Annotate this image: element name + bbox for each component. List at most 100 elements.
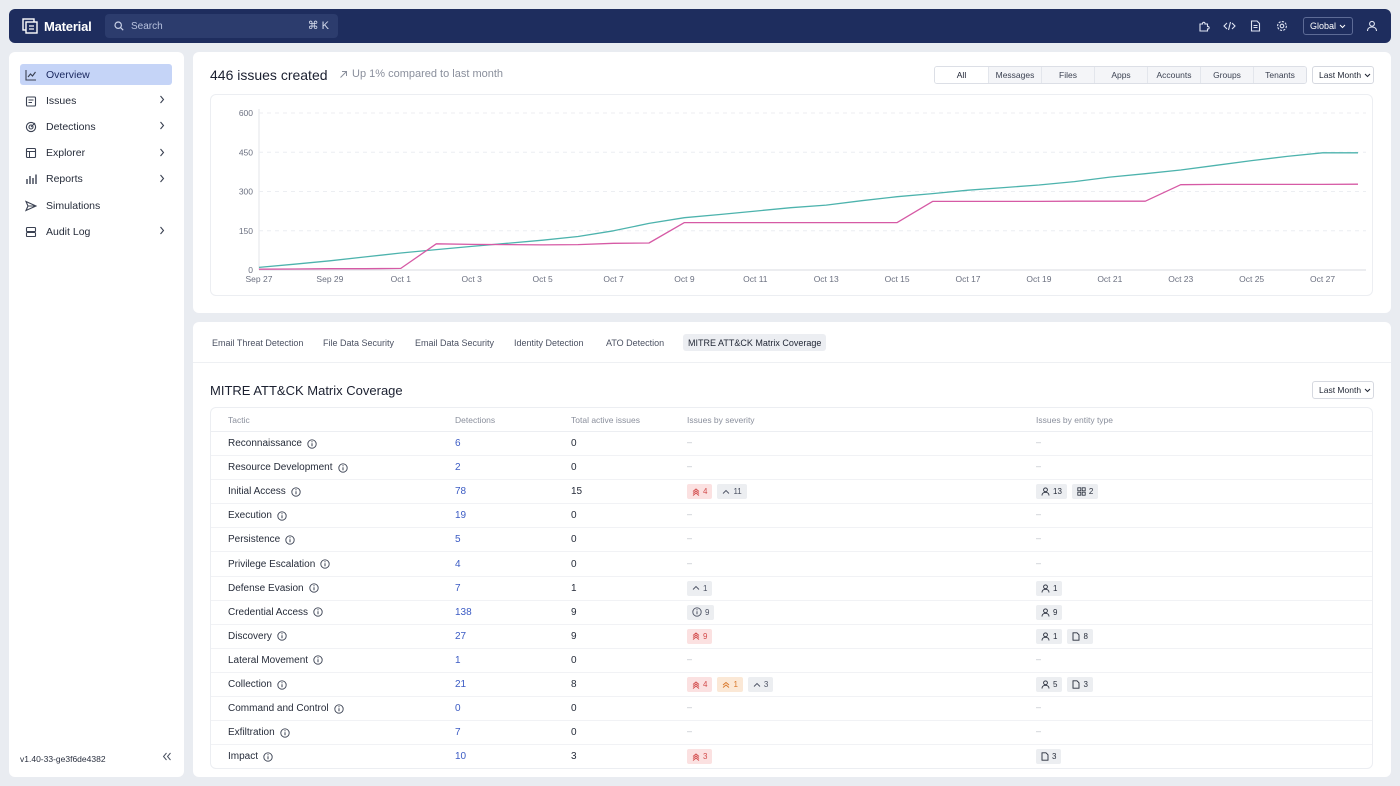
severity-high-icon [692,680,700,689]
empty-value: – [1036,653,1042,664]
matrix-range-select[interactable]: Last Month [1312,381,1374,399]
filter-tenants[interactable]: Tenants [1253,67,1306,83]
tab-ato-detection[interactable]: ATO Detection [606,337,665,348]
detections-link[interactable]: 4 [455,558,461,570]
detections-link[interactable]: 5 [455,534,461,546]
severity-badge-low[interactable]: 1 [687,580,713,596]
detections-link[interactable]: 10 [455,751,467,763]
scope-select[interactable]: Global [1302,17,1353,35]
info-icon[interactable] [333,703,344,714]
info-icon[interactable] [277,679,287,690]
detections-link[interactable]: 78 [455,486,467,498]
info-icon[interactable] [280,728,290,738]
detections-link[interactable]: 19 [455,510,467,522]
filter-accounts[interactable]: Accounts [1147,67,1200,83]
active-issues-count: 9 [571,630,577,642]
entity-badge-file[interactable]: 3 [1067,677,1093,692]
detections-link[interactable]: 27 [455,630,467,642]
severity-badges: 4 11 [687,484,747,500]
entity-badge-user[interactable]: 13 [1036,484,1067,500]
tab-email-threat-detection[interactable]: Email Threat Detection [212,337,304,348]
info-icon [692,607,702,617]
severity-badge-high[interactable]: 4 [687,677,713,692]
info-icon[interactable] [308,583,319,593]
info-icon[interactable] [307,438,317,449]
detections-link[interactable]: 7 [455,727,461,739]
user-icon[interactable] [1359,13,1385,39]
severity-count: 1 [733,680,738,689]
info-icon[interactable] [291,487,301,497]
filter-all[interactable]: All [935,67,988,83]
info-icon[interactable] [337,462,348,473]
severity-badge-low[interactable]: 11 [717,484,747,500]
active-issues-count: 3 [571,751,577,763]
tactic-name: Privilege Escalation [228,558,316,570]
severity-badge-low[interactable]: 3 [747,677,774,692]
severity-badge-high[interactable]: 9 [687,628,713,644]
info-icon[interactable] [277,631,287,641]
document-icon[interactable] [1243,13,1269,39]
tab-identity-detection[interactable]: Identity Detection [514,337,584,348]
summary-range-select[interactable]: Last Month [1312,66,1374,84]
empty-value: – [687,702,693,713]
detections-link[interactable]: 7 [455,582,461,594]
filter-messages[interactable]: Messages [988,67,1041,83]
tab-mitre-att-ck-matrix-coverage[interactable]: MITRE ATT&CK Matrix Coverage [683,334,827,351]
entity-badge-user[interactable]: 1 [1036,628,1063,644]
entity-badge-user[interactable]: 9 [1036,604,1063,620]
tactic-name: Persistence [228,534,281,546]
puzzle-icon[interactable] [1191,13,1217,39]
collapse-sidebar-icon[interactable] [162,752,172,764]
brand-logo[interactable]: Material [22,17,92,35]
sidebar-item-detections[interactable]: Detections [20,116,172,137]
severity-badge-info[interactable]: 9 [687,604,715,620]
tab-file-data-security[interactable]: File Data Security [323,337,395,348]
sidebar-item-overview[interactable]: Overview [20,64,172,85]
table-row: Collection 21 8 4 1 3 5 3 [211,673,1372,697]
entity-badge-user[interactable]: 5 [1036,677,1063,692]
info-icon[interactable] [320,559,330,569]
gear-icon[interactable] [1269,13,1295,39]
entity-badge-user[interactable]: 1 [1036,580,1063,596]
info-icon[interactable] [277,511,287,521]
active-issues-count: 0 [571,703,577,715]
detections-link[interactable]: 1 [455,654,461,666]
filter-groups[interactable]: Groups [1200,67,1253,83]
severity-badge-high[interactable]: 4 [687,484,713,500]
sidebar: Overview Issues Detections Explorer Reports S… [9,52,184,777]
detections-link[interactable]: 6 [455,438,461,449]
info-icon[interactable] [313,655,323,666]
user-icon [1041,584,1050,593]
sidebar-item-reports[interactable]: Reports [20,169,172,190]
y-tick-label: 600 [239,108,253,118]
filter-apps[interactable]: Apps [1094,67,1147,83]
entity-badge-file[interactable]: 8 [1067,628,1093,644]
tactic-cell: Lateral Movement [228,655,323,666]
tactic-name: Collection [228,679,272,690]
search-input[interactable]: Search ⌘ K [105,14,338,38]
info-icon[interactable] [285,535,295,545]
filter-files[interactable]: Files [1041,67,1094,83]
severity-badge-high[interactable]: 3 [687,749,713,765]
code-icon[interactable] [1217,13,1243,39]
tactic-cell: Discovery [228,631,287,642]
entity-badge-file[interactable]: 3 [1036,749,1062,765]
sidebar-item-issues[interactable]: Issues [20,90,172,111]
detections-link[interactable]: 138 [455,606,472,618]
sidebar-item-simulations[interactable]: Simulations [20,195,172,216]
sidebar-item-audit-log[interactable]: Audit Log [20,221,172,242]
trend-text: Up 1% compared to last month [352,68,504,80]
info-icon[interactable] [313,607,323,617]
sidebar-item-explorer[interactable]: Explorer [20,143,172,164]
detections-link[interactable]: 21 [455,679,467,690]
tactic-name: Reconnaissance [228,438,302,449]
detections-link[interactable]: 0 [455,703,461,715]
info-icon[interactable] [263,752,273,762]
detections-link[interactable]: 2 [455,462,461,474]
tab-email-data-security[interactable]: Email Data Security [415,337,495,348]
entity-badge-apps[interactable]: 2 [1071,484,1099,500]
table-row: Execution 19 0 – – [211,504,1372,529]
table-row: Command and Control 0 0 – – [211,697,1372,722]
severity-badge-med[interactable]: 1 [717,677,743,692]
